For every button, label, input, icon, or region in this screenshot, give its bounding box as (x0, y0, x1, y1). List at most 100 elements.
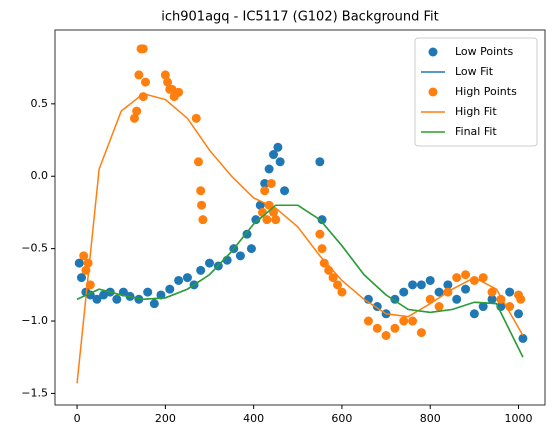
point (317, 215, 327, 225)
point (434, 302, 444, 312)
point (266, 178, 276, 188)
legend-box (414, 37, 538, 147)
point (269, 150, 279, 160)
point (174, 275, 184, 285)
point (140, 77, 150, 87)
x-tick-label: 800 (420, 412, 441, 425)
legend-label: High Fit (455, 105, 497, 118)
point (516, 294, 526, 304)
legend-label: Low Fit (455, 65, 494, 78)
chart-title: ich901agq - IC5117 (G102) Background Fit (161, 10, 438, 25)
point (76, 273, 86, 283)
point (275, 157, 285, 167)
point (372, 323, 382, 333)
point (363, 316, 373, 326)
point (149, 299, 159, 309)
point (156, 290, 166, 300)
point (425, 275, 435, 285)
point (328, 273, 338, 283)
point (487, 294, 497, 304)
point (134, 70, 144, 80)
point (246, 244, 256, 254)
point (315, 157, 325, 167)
point (333, 280, 343, 290)
point (255, 200, 265, 210)
y-tick-label: −0.5 (21, 242, 48, 255)
point (79, 251, 89, 261)
plot-area (74, 44, 528, 384)
point (242, 229, 252, 239)
x-tick-label: 0 (74, 412, 81, 425)
y-tick-label: −1.5 (21, 386, 48, 399)
point (134, 294, 144, 304)
point (129, 113, 139, 123)
point (319, 258, 329, 268)
point (461, 270, 471, 280)
point (416, 328, 426, 338)
legend-marker (428, 87, 438, 97)
point (196, 186, 206, 196)
point (416, 280, 426, 290)
point (196, 265, 206, 275)
point (143, 287, 153, 297)
point (251, 215, 261, 225)
point (273, 142, 283, 152)
x-tick-label: 600 (331, 412, 352, 425)
point (408, 280, 418, 290)
point (478, 273, 488, 283)
y-tick-label: 0.0 (31, 169, 49, 182)
fit-line (76, 204, 524, 358)
legend-label: Low Points (455, 45, 513, 58)
point (399, 316, 409, 326)
point (132, 106, 142, 116)
point (191, 113, 201, 123)
x-tick-label: 400 (243, 412, 264, 425)
point (443, 280, 453, 290)
point (182, 273, 192, 283)
point (193, 157, 203, 167)
legend-label: Final Fit (455, 125, 497, 138)
point (205, 258, 215, 268)
point (280, 186, 290, 196)
point (315, 229, 325, 239)
point (160, 70, 170, 80)
fit-line (76, 92, 524, 384)
point (74, 258, 84, 268)
point (198, 215, 208, 225)
point (399, 287, 409, 297)
point (514, 309, 524, 319)
x-tick-label: 1000 (505, 412, 533, 425)
point (260, 178, 270, 188)
point (174, 87, 184, 97)
point (487, 287, 497, 297)
point (317, 244, 327, 254)
point (469, 309, 479, 319)
point (264, 164, 274, 174)
point (235, 251, 245, 261)
point (478, 302, 488, 312)
point (452, 294, 462, 304)
point (408, 316, 418, 326)
point (262, 215, 272, 225)
point (269, 207, 279, 217)
point (112, 294, 122, 304)
point (163, 77, 173, 87)
point (271, 215, 281, 225)
point (381, 331, 391, 341)
point (83, 258, 93, 268)
axes-frame (54, 29, 546, 406)
point (461, 284, 471, 294)
point (518, 333, 528, 343)
legend-marker (428, 47, 438, 57)
point (434, 287, 444, 297)
legend-label: High Points (455, 85, 517, 98)
point (260, 186, 270, 196)
point (92, 294, 102, 304)
x-tick-label: 200 (155, 412, 176, 425)
y-tick-label: 0.5 (31, 97, 49, 110)
point (452, 273, 462, 283)
point (390, 323, 400, 333)
y-tick-label: −1.0 (21, 314, 48, 327)
point (197, 200, 207, 210)
